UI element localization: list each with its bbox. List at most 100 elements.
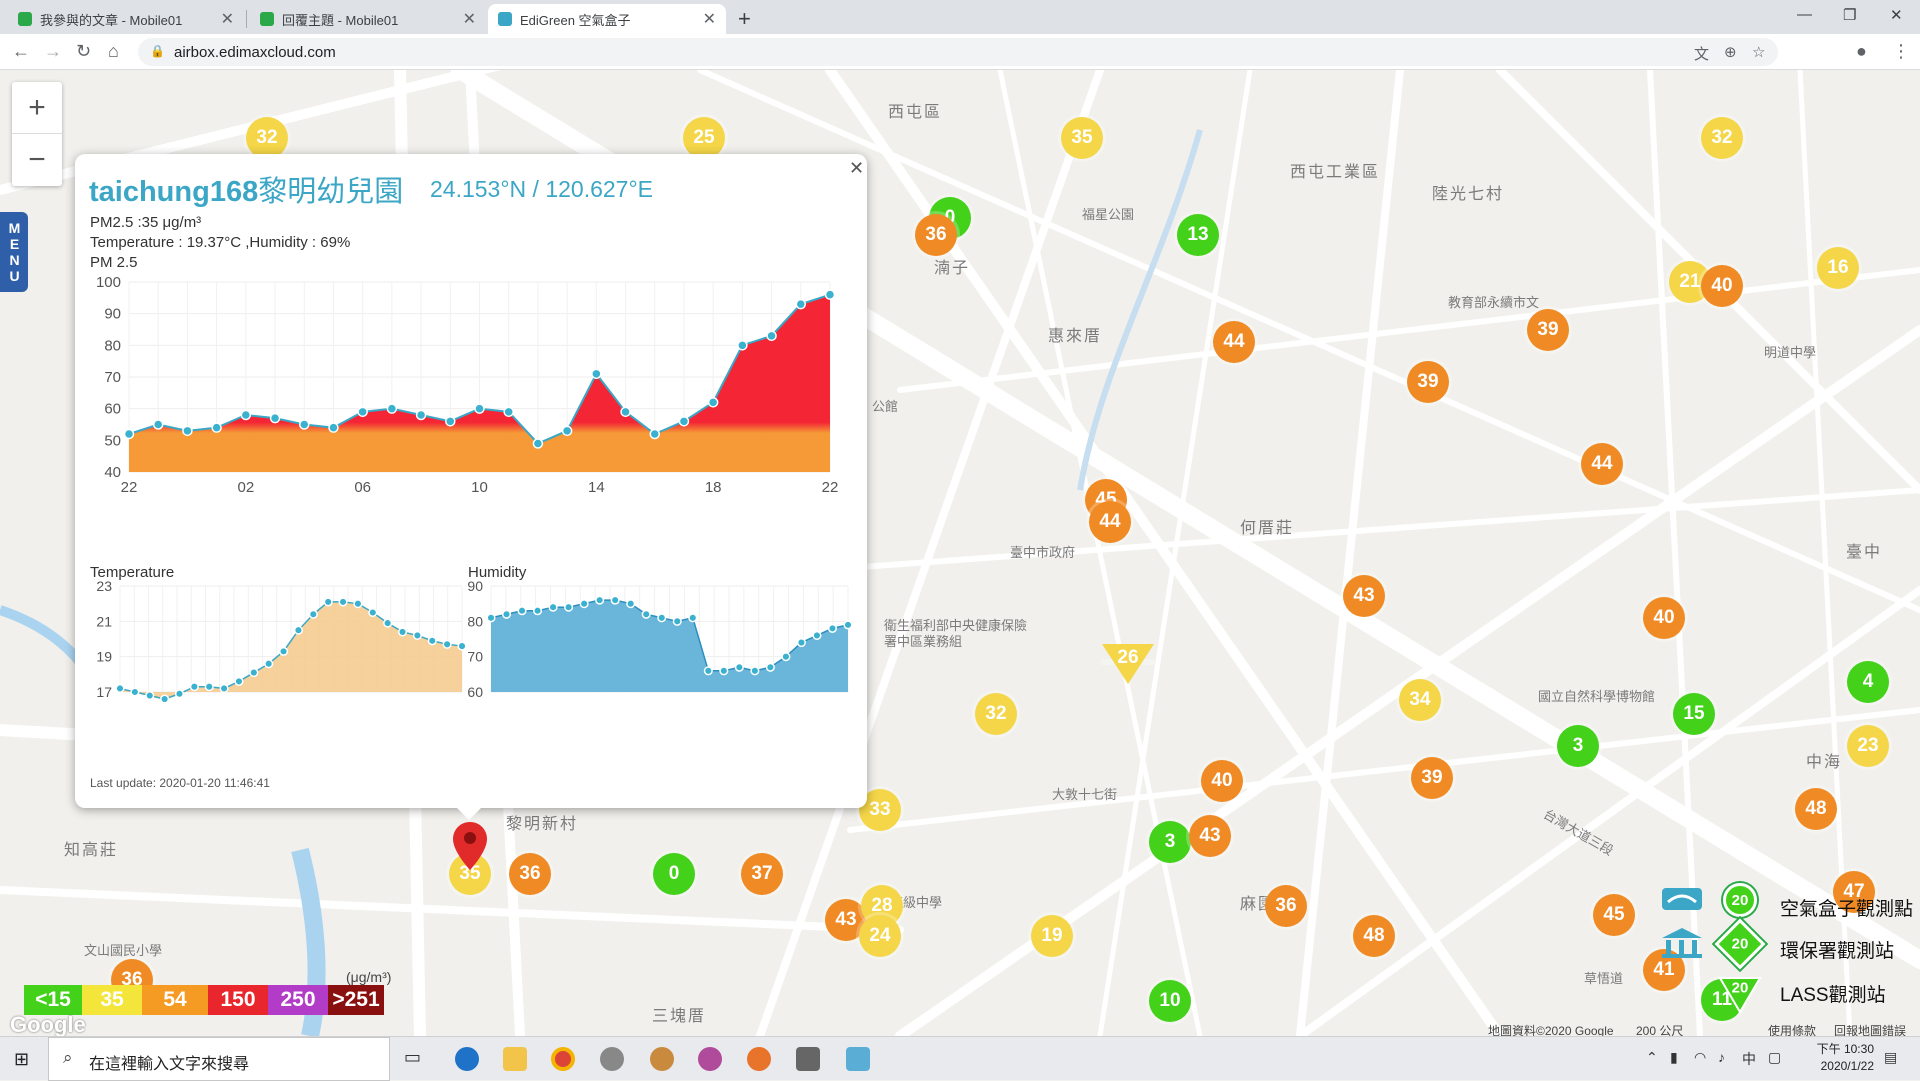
airbox-marker[interactable]: 23	[1847, 725, 1889, 767]
terms-link[interactable]: 使用條款	[1768, 1024, 1817, 1038]
airbox-marker[interactable]: 37	[741, 853, 783, 895]
airbox-marker[interactable]: 36	[1265, 885, 1307, 927]
windows-start-icon[interactable]: ⊞	[14, 1049, 30, 1069]
data-point	[795, 298, 807, 310]
zoom-in-button[interactable]: +	[12, 82, 62, 134]
app-icon-6[interactable]	[846, 1047, 870, 1071]
airbox-marker[interactable]: 13	[1177, 214, 1219, 256]
airbox-marker[interactable]: 24	[859, 915, 901, 957]
data-point	[427, 636, 437, 646]
edge-browser-icon[interactable]	[455, 1047, 479, 1071]
zoom-icon[interactable]: ⊕	[1724, 44, 1737, 61]
bookmark-star-icon[interactable]: ☆	[1752, 44, 1766, 61]
translate-icon[interactable]: 文	[1694, 46, 1710, 63]
airbox-marker[interactable]: 39	[1527, 309, 1569, 351]
close-icon[interactable]: ✕	[849, 158, 865, 178]
airbox-marker[interactable]: 15	[1673, 693, 1715, 735]
airbox-marker[interactable]: 32	[246, 117, 288, 159]
airbox-marker[interactable]: 25	[683, 117, 725, 159]
map-label: 大敦十七街	[1052, 787, 1118, 802]
humidity-chart-title: Humidity	[468, 564, 527, 581]
clock[interactable]: 下午 10:30 2020/1/22	[1796, 1041, 1874, 1075]
airbox-marker[interactable]: 44	[1581, 443, 1623, 485]
app-icon-5[interactable]	[796, 1047, 820, 1071]
ime-indicator[interactable]: 中	[1742, 1051, 1756, 1067]
airbox-marker[interactable]: 39	[1407, 361, 1449, 403]
airbox-marker[interactable]: 44	[1089, 501, 1131, 543]
data-point	[501, 609, 512, 619]
airbox-marker[interactable]: 32	[1701, 117, 1743, 159]
airbox-marker[interactable]: 3	[1557, 725, 1599, 767]
airbox-marker[interactable]: 40	[1643, 597, 1685, 639]
task-view-icon[interactable]: ▭	[404, 1047, 422, 1067]
back-icon[interactable]: ←	[12, 41, 30, 61]
airbox-marker[interactable]: 4	[1847, 661, 1889, 703]
battery-icon[interactable]: ▮	[1670, 1049, 1678, 1065]
reload-icon[interactable]: ↻	[76, 41, 92, 61]
close-window-icon[interactable]: ✕	[1890, 7, 1903, 24]
airbox-marker[interactable]: 47	[1833, 871, 1875, 913]
minimize-icon[interactable]: —	[1797, 6, 1812, 23]
tab-edigreen[interactable]: EdiGreen 空氣盒子 ✕	[488, 4, 726, 34]
airbox-marker[interactable]: 32	[975, 693, 1017, 735]
ime-mode-icon[interactable]: ▢	[1768, 1049, 1782, 1065]
airbox-marker[interactable]: 43	[1189, 815, 1231, 857]
new-tab-icon[interactable]: +	[738, 6, 751, 31]
file-explorer-icon[interactable]	[503, 1047, 527, 1071]
data-point	[503, 406, 514, 418]
chrome-menu-icon[interactable]: ⋮	[1892, 41, 1910, 61]
airbox-marker[interactable]: 40	[1201, 760, 1243, 802]
tray-chevron-icon[interactable]: ⌃	[1646, 1049, 1658, 1065]
menu-tab[interactable]: MENU	[0, 212, 28, 292]
map-label: 何厝莊	[1240, 520, 1295, 537]
app-icon-4[interactable]	[747, 1047, 771, 1071]
airbox-marker[interactable]: 45	[1593, 894, 1635, 936]
volume-icon[interactable]: ♪	[1718, 1049, 1725, 1065]
data-point	[765, 662, 775, 672]
pm25-chart: 40 50 60 70 80 90 100 22 02 06 10 14 18 22	[96, 274, 838, 496]
airbox-marker[interactable]: 39	[1411, 757, 1453, 799]
airbox-marker[interactable]: 36	[509, 853, 551, 895]
tab-close-icon[interactable]: ✕	[462, 11, 476, 28]
tab-close-icon[interactable]: ✕	[220, 11, 234, 28]
report-map-error-link[interactable]: 回報地圖錯誤	[1834, 1024, 1907, 1038]
airbox-marker[interactable]: 16	[1817, 247, 1859, 289]
airbox-marker[interactable]: 48	[1795, 788, 1837, 830]
map-label: 衛生福利部中央健康保險署中區業務組	[884, 618, 1028, 649]
airbox-marker[interactable]: 35	[1061, 117, 1103, 159]
account-icon[interactable]: ●	[1856, 41, 1867, 61]
windows-taskbar: ⊞ ⌕ 在這裡輸入文字來搜尋 ▭ ⌃ ▮ ◠ ♪ 中 ▢ 下午 10:30 20…	[0, 1036, 1920, 1081]
airbox-marker[interactable]: 43	[1343, 575, 1385, 617]
airbox-marker[interactable]: 36	[915, 214, 957, 256]
airbox-station-label: 空氣盒子觀測點	[1780, 899, 1914, 920]
location-pin-icon[interactable]	[453, 822, 487, 870]
home-icon[interactable]: ⌂	[108, 41, 119, 61]
data-point	[415, 409, 427, 421]
airbox-marker[interactable]: 48	[1353, 915, 1395, 957]
airbox-marker[interactable]: 19	[1031, 915, 1073, 957]
wifi-icon[interactable]: ◠	[1694, 1049, 1707, 1065]
restore-icon[interactable]: ❐	[1843, 7, 1857, 24]
tab-mobile01-articles[interactable]: 我參與的文章 - Mobile01 ✕	[8, 4, 244, 34]
lock-icon[interactable]: 🔒	[150, 44, 165, 58]
airbox-marker[interactable]: 0	[653, 853, 695, 895]
forward-icon[interactable]: →	[44, 41, 62, 61]
airbox-marker[interactable]: 40	[1701, 265, 1743, 307]
tab-mobile01-reply[interactable]: 回覆主題 - Mobile01 ✕	[250, 4, 486, 34]
app-icon-2[interactable]	[650, 1047, 674, 1071]
airbox-marker[interactable]: 3	[1149, 821, 1191, 863]
taskbar-search-box[interactable]: ⌕ 在這裡輸入文字來搜尋	[48, 1037, 390, 1081]
airbox-marker[interactable]: 34	[1399, 679, 1441, 721]
chrome-icon[interactable]	[551, 1047, 575, 1071]
airbox-marker[interactable]: 44	[1213, 321, 1255, 363]
airbox-marker[interactable]: 10	[1149, 980, 1191, 1022]
zoom-out-button[interactable]: −	[28, 143, 46, 176]
app-icon-3[interactable]	[698, 1047, 722, 1071]
app-icon-1[interactable]	[600, 1047, 624, 1071]
tab-close-icon[interactable]: ✕	[702, 11, 716, 28]
popup-pointer	[455, 806, 483, 820]
station-info-popup: ✕ taichung168黎明幼兒園 24.153°N / 120.627°E …	[75, 154, 867, 808]
url-field[interactable]: 🔒 airbox.edimaxcloud.com ☆ ⊕ 文	[138, 38, 1778, 66]
legend-unit: (μg/m³)	[346, 969, 392, 985]
notification-icon[interactable]: ▤	[1884, 1049, 1898, 1065]
